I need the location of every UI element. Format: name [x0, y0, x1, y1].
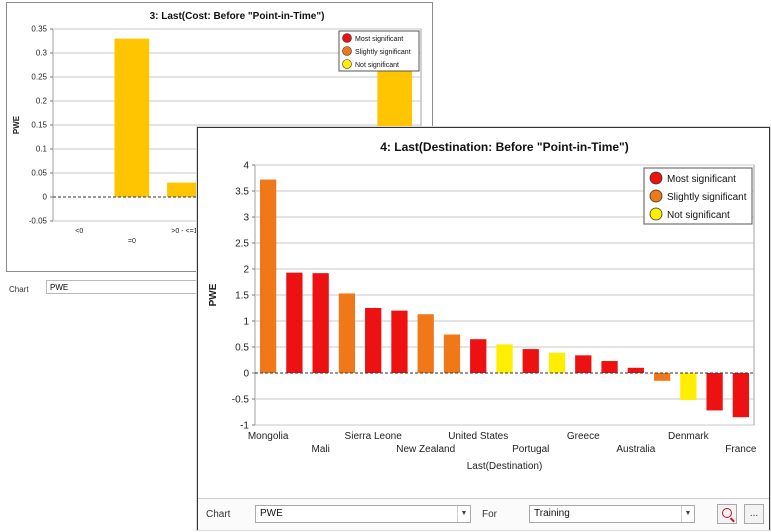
x-tick-label: Sierra Leone	[345, 431, 403, 442]
y-tick-label: 0.35	[31, 25, 47, 34]
y-axis-label: PWE	[208, 283, 219, 306]
y-tick-label: 0.2	[36, 97, 48, 106]
y-tick-label: 1.5	[235, 290, 249, 301]
y-tick-label: 0.1	[36, 145, 48, 154]
y-tick-label: 0	[43, 193, 48, 202]
legend-swatch	[649, 189, 663, 203]
y-tick-label: 4	[243, 160, 249, 171]
x-tick-label: Portugal	[512, 444, 549, 455]
front-chart-footer: Chart PWE ▼ For Training ▼ ...	[198, 498, 769, 530]
for-label: For	[482, 509, 497, 520]
x-tick-label: Mali	[311, 444, 329, 455]
bar	[312, 273, 329, 373]
legend-label: Most significant	[355, 36, 403, 43]
y-tick-label: -0.05	[29, 217, 48, 226]
y-axis-label: PWE	[12, 115, 21, 134]
legend-label: Slightly significant	[667, 192, 747, 203]
legend-swatch	[342, 59, 352, 69]
y-tick-label: 0.25	[31, 73, 47, 82]
bar	[365, 308, 382, 373]
legend-swatch	[342, 46, 352, 56]
front-chart: 4: Last(Destination: Before "Point-in-Ti…	[208, 140, 757, 472]
x-tick-label: >0 - <=1	[171, 228, 197, 235]
legend-label: Not significant	[355, 62, 399, 69]
back-chart-select[interactable]: PWE	[46, 280, 206, 294]
chevron-down-icon[interactable]: ▼	[457, 506, 470, 522]
y-tick-label: 0.05	[31, 169, 47, 178]
bar	[470, 339, 487, 373]
y-tick-label: 1	[243, 316, 249, 327]
bar	[417, 314, 434, 373]
legend-swatch	[649, 171, 663, 185]
back-chart-label: Chart	[9, 285, 29, 294]
bar	[496, 344, 513, 373]
x-tick-label: New Zealand	[396, 444, 455, 455]
x-tick-label: Greece	[567, 431, 600, 442]
bar	[548, 352, 566, 373]
zoom-reset-button[interactable]	[717, 504, 737, 524]
y-tick-label: 0.3	[36, 49, 48, 58]
bar	[338, 293, 356, 373]
more-button[interactable]: ...	[744, 504, 764, 524]
y-tick-label: 2	[243, 264, 249, 275]
x-tick-label: United States	[448, 431, 508, 442]
x-tick-label: =0	[128, 238, 136, 245]
y-tick-label: -0.5	[232, 394, 250, 405]
bar	[706, 373, 723, 411]
legend-label: Most significant	[667, 174, 736, 185]
x-tick-label: <0	[75, 228, 83, 235]
chart-title: 4: Last(Destination: Before "Point-in-Ti…	[380, 140, 629, 154]
legend-swatch	[342, 33, 352, 43]
zoom-reset-icon	[722, 508, 732, 518]
x-tick-label: Mongolia	[248, 431, 289, 442]
y-tick-label: 2.5	[235, 238, 249, 249]
for-select-value: Training	[534, 508, 570, 519]
legend-label: Not significant	[667, 210, 730, 221]
y-tick-label: 0.5	[235, 342, 249, 353]
for-select[interactable]: Training ▼	[529, 505, 695, 523]
chart-title: 3: Last(Cost: Before "Point-in-Time")	[150, 11, 325, 22]
bar	[522, 349, 539, 373]
y-tick-label: 0.15	[31, 121, 47, 130]
x-tick-label: Australia	[616, 444, 655, 455]
bar	[114, 38, 150, 197]
bar	[391, 310, 408, 373]
bar	[286, 272, 303, 373]
bar	[601, 361, 618, 373]
x-tick-label: France	[725, 444, 757, 455]
chart-select-value: PWE	[260, 508, 283, 519]
bar	[575, 355, 592, 373]
back-chart-footer: Chart PWE	[6, 276, 206, 298]
legend-label: Slightly significant	[355, 49, 411, 56]
y-tick-label: 3.5	[235, 186, 249, 197]
bar	[259, 179, 277, 373]
legend	[338, 30, 420, 72]
bar	[680, 373, 697, 401]
front-chart-window: 4: Last(Destination: Before "Point-in-Ti…	[197, 127, 770, 530]
bar	[443, 334, 461, 373]
chevron-down-icon[interactable]: ▼	[681, 506, 694, 522]
bar	[653, 373, 671, 381]
x-axis-label: Last(Destination)	[467, 461, 543, 472]
legend-swatch	[649, 207, 663, 221]
y-tick-label: 0	[243, 368, 249, 379]
bar	[627, 367, 644, 373]
bar	[167, 182, 202, 197]
x-tick-label: Denmark	[668, 431, 710, 442]
y-tick-label: 3	[243, 212, 249, 223]
bar	[732, 373, 750, 418]
chart-label: Chart	[206, 509, 231, 520]
y-tick-label: -1	[240, 420, 249, 431]
chart-select[interactable]: PWE ▼	[255, 505, 471, 523]
